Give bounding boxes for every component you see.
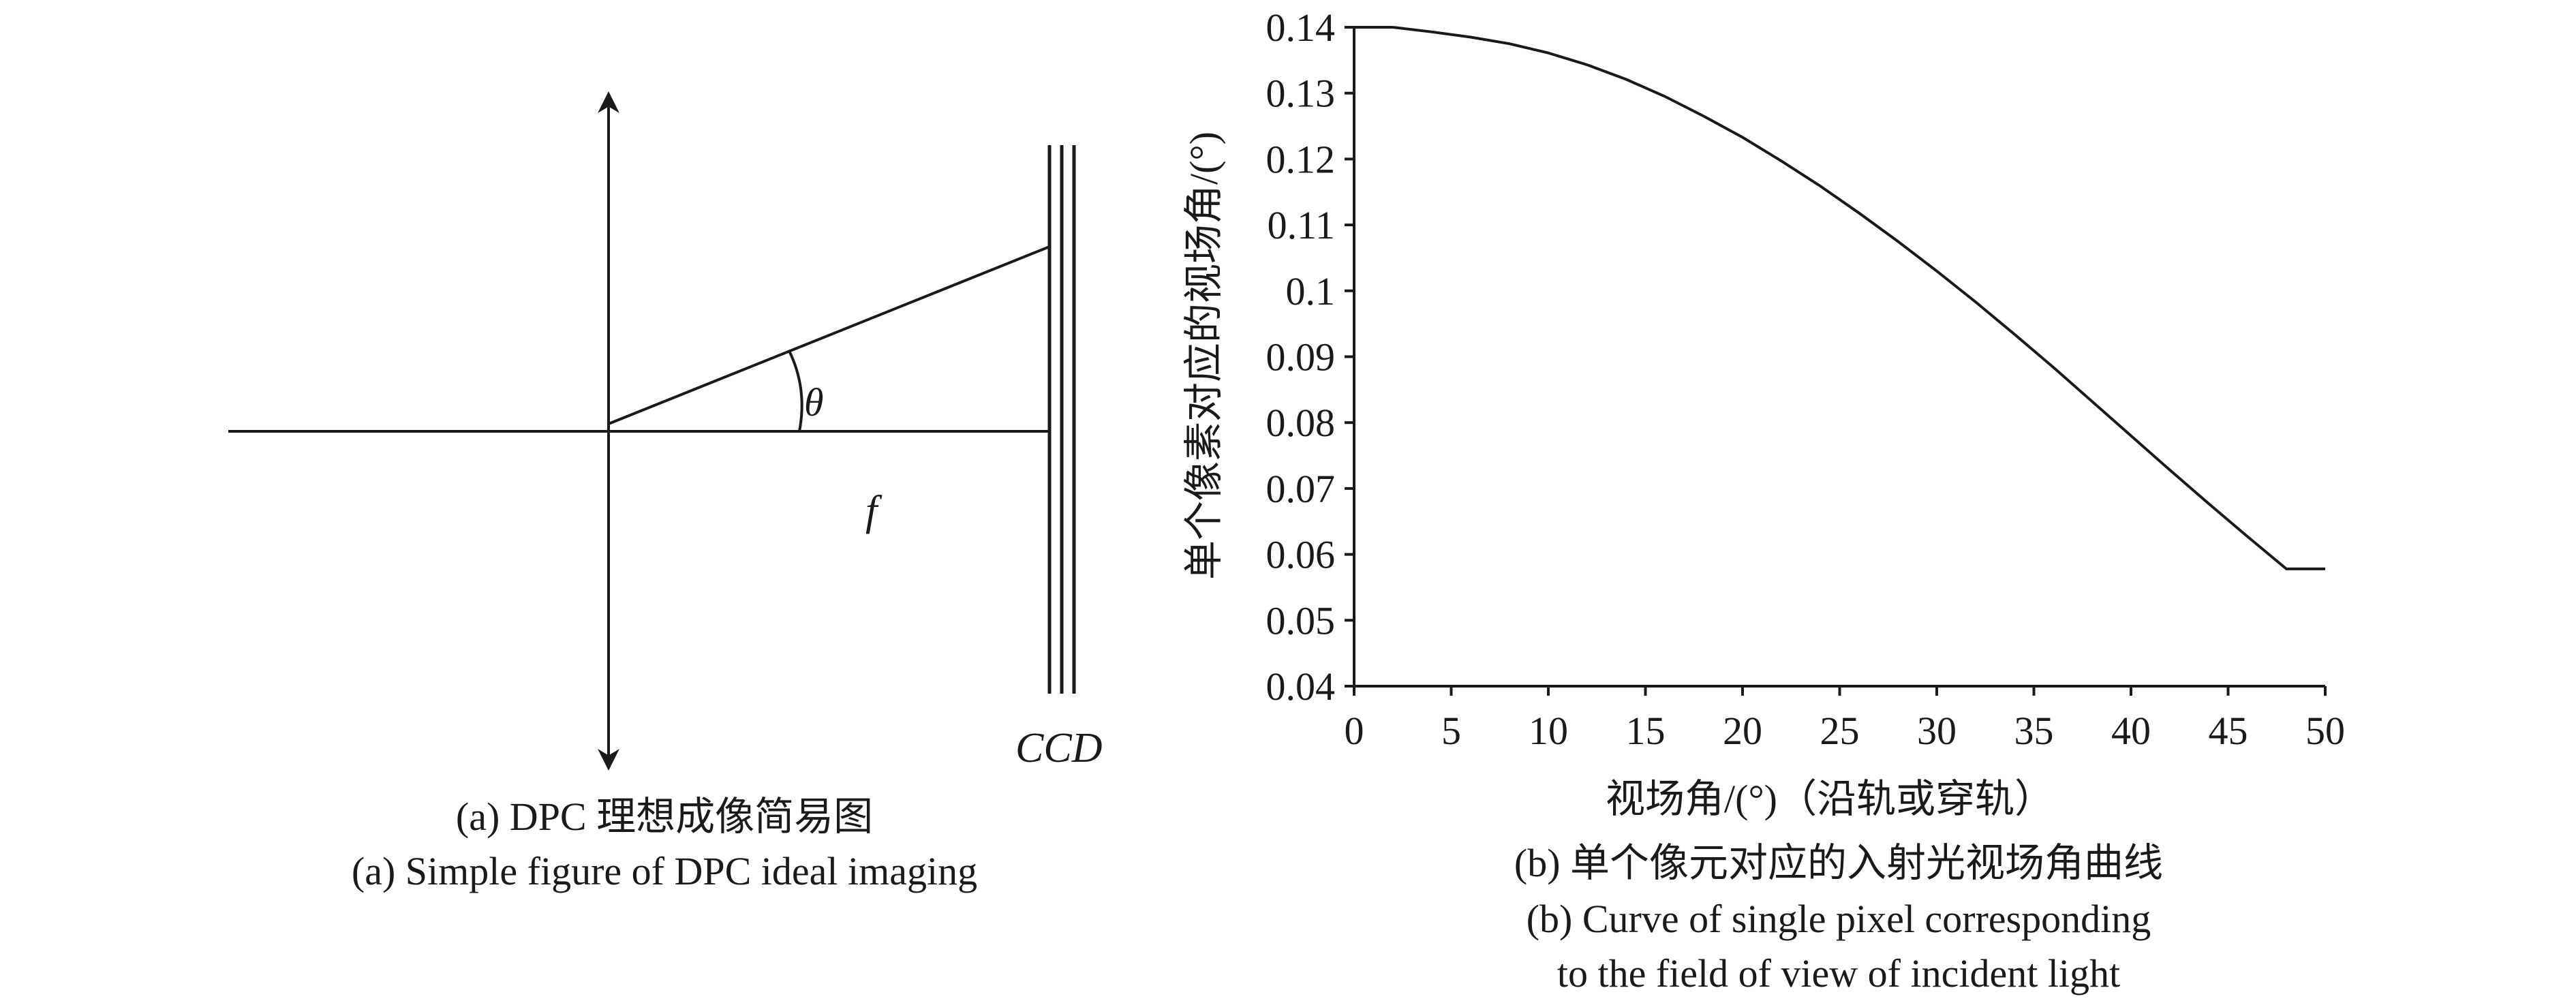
diagram-caption-en: (a) Simple figure of DPC ideal imaging: [352, 849, 977, 893]
ccd-label: CCD: [1015, 725, 1102, 771]
y-ticks: 0.04 0.05 0.06 0.07 0.08 0.09 0.1 0.11 0.12 0.13 0…: [1266, 5, 1354, 709]
x-tick-label: 25: [1820, 709, 1860, 753]
y-tick-label: 0.12: [1266, 137, 1336, 181]
theta-label: θ: [804, 380, 824, 425]
y-tick-label: 0.05: [1266, 598, 1336, 643]
x-tick-label: 0: [1345, 709, 1364, 753]
x-axis-label: 视场角/(°)（沿轨或穿轨）: [1606, 777, 2054, 821]
chart-caption-cn: (b) 单个像元对应的入射光视场角曲线: [1514, 841, 2163, 885]
x-tick-label: 50: [2305, 709, 2345, 753]
y-tick-label: 0.13: [1266, 72, 1336, 116]
x-tick-label: 35: [2014, 709, 2054, 753]
y-axis-label: 单个像素对应的视场角/(°): [1182, 132, 1226, 580]
chart-caption-en-line2: to the field of view of incident light: [1557, 951, 2120, 996]
y-tick-label: 0.09: [1266, 335, 1336, 380]
imaging-diagram: θ f CCD (a) DPC 理想成像简易图 (a) Simple figur…: [228, 91, 1102, 893]
y-tick-label: 0.07: [1266, 467, 1336, 511]
x-tick-label: 20: [1723, 709, 1762, 753]
y-tick-label: 0.06: [1266, 533, 1336, 577]
x-tick-label: 40: [2111, 709, 2151, 753]
y-tick-label: 0.04: [1266, 664, 1336, 709]
fov-curve-line: [1354, 26, 2325, 570]
x-tick-label: 5: [1441, 709, 1461, 753]
y-tick-label: 0.08: [1266, 401, 1336, 445]
fov-chart: 0.04 0.05 0.06 0.07 0.08 0.09 0.1 0.11 0.12 0.13 0…: [1182, 5, 2345, 996]
x-ticks: 0 5 10 15 20 25 30 35 40 45 50: [1345, 686, 2345, 753]
theta-arc: [788, 350, 803, 432]
y-tick-label: 0.1: [1286, 269, 1336, 313]
x-tick-label: 10: [1529, 709, 1568, 753]
x-tick-label: 30: [1917, 709, 1957, 753]
ray-line: [608, 245, 1050, 425]
focal-length-label: f: [865, 488, 883, 534]
y-tick-label: 0.11: [1268, 203, 1335, 247]
y-tick-label: 0.14: [1266, 5, 1336, 50]
x-tick-label: 15: [1626, 709, 1666, 753]
chart-caption-en-line1: (b) Curve of single pixel corresponding: [1527, 897, 2151, 941]
x-tick-label: 45: [2209, 709, 2248, 753]
diagram-caption-cn: (a) DPC 理想成像简易图: [456, 794, 873, 839]
